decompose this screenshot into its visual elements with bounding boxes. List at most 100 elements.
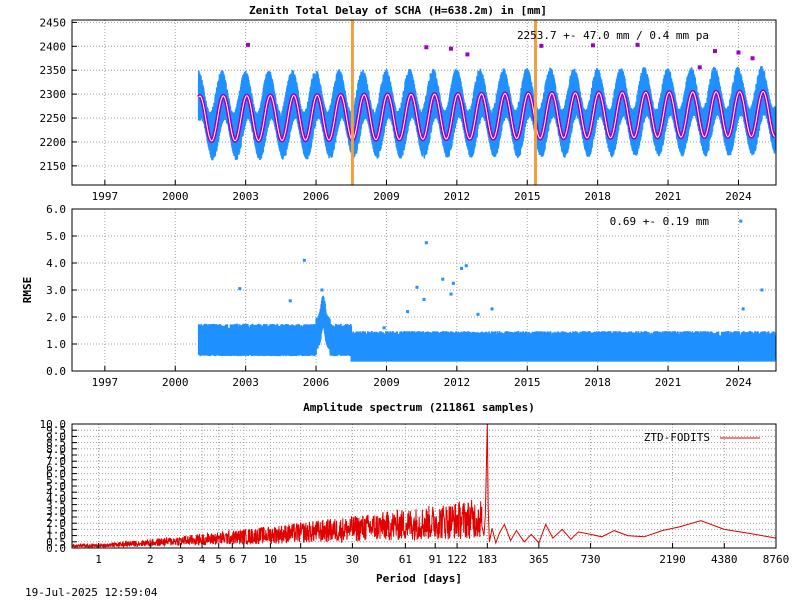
- spectrum-ytick-label: 6.0: [46, 468, 66, 481]
- ztd-outlier: [635, 42, 640, 47]
- rmse-xtick-label: 2003: [232, 376, 259, 389]
- ztd-xtick-label: 2009: [373, 190, 400, 203]
- spectrum-ytick-label: 6.5: [46, 461, 66, 474]
- spectrum-xtick-label: 183: [477, 553, 497, 566]
- spectrum-xtick-label: 7: [241, 553, 248, 566]
- spectrum-xtick-label: 2: [147, 553, 154, 566]
- spectrum-ytick-label: 7.5: [46, 449, 66, 462]
- ztd-xtick-label: 2003: [232, 190, 259, 203]
- spectrum-xtick-label: 30: [346, 553, 359, 566]
- rmse-outlier: [449, 292, 453, 296]
- rmse-plot-frame: [71, 208, 777, 372]
- rmse-outlier: [406, 310, 410, 314]
- ztd-fit-curve-core: [198, 91, 776, 142]
- rmse-xtick-label: 2024: [725, 376, 752, 389]
- rmse-outlier: [476, 312, 480, 316]
- rmse-xtick-label: 1997: [92, 376, 119, 389]
- ztd-title: Zenith Total Delay of SCHA (H=638.2m) in…: [249, 4, 547, 17]
- ztd-xtick-label: 2006: [303, 190, 330, 203]
- rmse-xtick-label: 2012: [444, 376, 471, 389]
- ztd-ytick-label: 2200: [40, 136, 67, 149]
- rmse-outlier: [460, 266, 464, 270]
- rmse-xtick-label: 2015: [514, 376, 541, 389]
- spectrum-ytick-label: 1.5: [46, 523, 66, 536]
- spectrum-xtick-label: 8760: [763, 553, 790, 566]
- rmse-ytick-label: 5.0: [46, 230, 66, 243]
- spectrum-xtick-label: 2190: [659, 553, 686, 566]
- rmse-xtick-label: 2000: [162, 376, 189, 389]
- ztd-panel: Zenith Total Delay of SCHA (H=638.2m) in…: [40, 4, 777, 203]
- rmse-outlier: [741, 307, 745, 311]
- ztd-ytick-label: 2350: [40, 64, 67, 77]
- rmse-xtick-label: 2018: [584, 376, 611, 389]
- rmse-xtick-label: 2009: [373, 376, 400, 389]
- spectrum-series-line: [71, 423, 777, 549]
- ztd-outlier: [712, 49, 717, 54]
- spectrum-xtick-label: 4380: [711, 553, 738, 566]
- spectrum-ytick-label: 2.0: [46, 517, 66, 530]
- ztd-plot-frame: [71, 19, 777, 186]
- rmse-outlier: [739, 219, 743, 223]
- ztd-xtick-label: 2024: [725, 190, 752, 203]
- spectrum-xtick-label: 10: [264, 553, 277, 566]
- spectrum-ytick-label: 1.0: [46, 530, 66, 543]
- rmse-outlier: [382, 326, 386, 330]
- rmse-outlier: [415, 285, 419, 289]
- spectrum-ytick-label: 3.5: [46, 499, 66, 512]
- rmse-outlier: [490, 307, 494, 311]
- timestamp: 19-Jul-2025 12:59:04: [25, 586, 158, 599]
- ztd-xtick-label: 2012: [444, 190, 471, 203]
- spectrum-plot-frame: [71, 423, 777, 549]
- spectrum-ytick-label: 0.5: [46, 536, 66, 549]
- rmse-ytick-label: 2.0: [46, 311, 66, 324]
- spectrum-xtick-label: 61: [399, 553, 412, 566]
- ztd-ytick-label: 2150: [40, 160, 67, 173]
- spectrum-ytick-label: 2.5: [46, 511, 66, 524]
- legend-label: ZTD-FODITS: [644, 431, 710, 444]
- ztd-ytick-label: 2450: [40, 16, 67, 29]
- spectrum-xtick-label: 1: [95, 553, 102, 566]
- rmse-panel: 1997 2000 2003 2006 2009 2012 2015 2018 2021 2024…: [21, 203, 777, 389]
- ztd-ytick-label: 2400: [40, 40, 67, 53]
- spectrum-ytick-label: 4.0: [46, 492, 66, 505]
- ztd-outlier: [246, 42, 250, 47]
- rmse-data-points: [197, 295, 776, 362]
- rmse-xtick-label: 2006: [303, 376, 330, 389]
- rmse-ytick-label: 1.0: [46, 338, 66, 351]
- rmse-outlier: [424, 241, 428, 245]
- spectrum-xtick-label: 4: [199, 553, 206, 566]
- spectrum-ytick-label: 10.0: [40, 418, 67, 431]
- rmse-xtick-label: 2021: [655, 376, 682, 389]
- spectrum-xtick-label: 730: [581, 553, 601, 566]
- spectrum-ytick-label: 7.0: [46, 455, 66, 468]
- spectrum-ytick-label: 5.0: [46, 480, 66, 493]
- rmse-ytick-label: 3.0: [46, 284, 66, 297]
- rmse-outlier: [288, 299, 292, 303]
- rmse-outlier: [464, 264, 468, 268]
- spectrum-xlabel: Period [days]: [376, 572, 462, 585]
- ztd-xtick-label: 2000: [162, 190, 189, 203]
- ztd-xtick-label: 2021: [655, 190, 682, 203]
- spectrum-xtick-label: 3: [177, 553, 184, 566]
- ztd-xtick-label: 1997: [92, 190, 119, 203]
- rmse-outlier: [422, 297, 426, 301]
- spectrum-xtick-label: 365: [529, 553, 549, 566]
- ztd-outlier: [465, 52, 470, 57]
- rmse-outlier: [451, 281, 455, 285]
- rmse-outlier: [320, 288, 324, 292]
- spectrum-xtick-label: 6: [229, 553, 236, 566]
- spectrum-ytick-label: 5.5: [46, 474, 66, 487]
- spectrum-xtick-label: 15: [294, 553, 307, 566]
- ztd-annotation: 2253.7 +- 47.0 mm / 0.4 mm pa: [517, 29, 709, 42]
- spectrum-ytick-label: 8.0: [46, 443, 66, 456]
- spectrum-ytick-label: 8.5: [46, 437, 66, 450]
- ztd-outlier: [736, 50, 741, 55]
- spectrum-xtick-label: 122: [447, 553, 467, 566]
- ztd-ytick-label: 2300: [40, 88, 67, 101]
- spectrum-ytick-label: 3.0: [46, 505, 66, 518]
- ztd-outlier: [697, 65, 702, 70]
- rmse-ytick-label: 4.0: [46, 257, 66, 270]
- rmse-ylabel: RMSE: [21, 277, 34, 304]
- ztd-xtick-label: 2015: [514, 190, 541, 203]
